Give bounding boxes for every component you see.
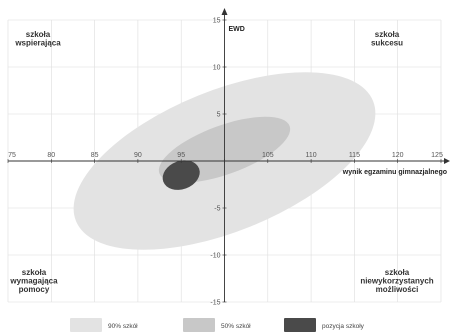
y-tick-label: 10 bbox=[213, 65, 221, 72]
x-tick-label: 95 bbox=[177, 152, 185, 159]
quadrant-label-bottom-right: szkoła niewykorzystanych możliwości bbox=[360, 268, 433, 294]
quadrant-label-line: pomocy bbox=[19, 285, 50, 294]
axes bbox=[7, 8, 450, 303]
quadrant-label-line: szkoła bbox=[22, 268, 47, 277]
legend-label: 50% szkół bbox=[221, 323, 251, 330]
y-axis-title: EWD bbox=[229, 26, 245, 33]
quadrant-label-line: szkoła bbox=[375, 30, 400, 39]
axis-titles: EWD wynik egzaminu gimnazjalnego bbox=[229, 26, 448, 176]
quadrant-label-line: szkoła bbox=[26, 30, 51, 39]
legend-swatch bbox=[183, 318, 215, 332]
y-tick-label: -10 bbox=[210, 253, 220, 260]
y-axis-arrow bbox=[221, 8, 228, 15]
x-tick-label: 115 bbox=[349, 152, 360, 159]
x-tick-label: 90 bbox=[134, 152, 142, 159]
x-tick-label: 120 bbox=[392, 152, 404, 159]
y-tick-label: 15 bbox=[213, 18, 221, 25]
quadrant-label-line: szkoła bbox=[385, 268, 410, 277]
x-tick-label: 80 bbox=[47, 152, 55, 159]
quadrant-label-top-right: szkoła sukcesu bbox=[371, 30, 403, 48]
x-tick-label: 105 bbox=[262, 152, 274, 159]
y-tick-labels: 15 10 5 -5 -10 -15 bbox=[210, 18, 220, 307]
y-tick-label: 5 bbox=[217, 112, 221, 119]
x-tick-label: 125 bbox=[431, 152, 443, 159]
x-tick-label: 75 bbox=[8, 152, 16, 159]
x-axis-title: wynik egzaminu gimnazjalnego bbox=[342, 169, 447, 176]
y-tick-label: -5 bbox=[214, 206, 220, 213]
quadrant-label-line: wymagająca bbox=[9, 277, 58, 286]
quadrant-label-top-left: szkoła wspierająca bbox=[14, 30, 61, 48]
legend: 90% szkół 50% szkół pozycja szkoły bbox=[70, 318, 365, 332]
quadrant-label-line: wspierająca bbox=[14, 39, 61, 48]
legend-label: pozycja szkoły bbox=[322, 323, 365, 330]
quadrant-label-line: niewykorzystanych bbox=[360, 277, 433, 286]
quadrant-label-bottom-left: szkoła wymagająca pomocy bbox=[9, 268, 58, 294]
legend-label: 90% szkół bbox=[108, 323, 138, 330]
quadrant-label-line: możliwości bbox=[376, 285, 419, 294]
x-tick-labels: 75 80 85 90 95 105 110 115 120 125 bbox=[8, 152, 443, 159]
legend-swatch bbox=[284, 318, 316, 332]
area-school-position bbox=[162, 160, 200, 190]
quadrant-label-line: sukcesu bbox=[371, 39, 403, 48]
x-axis-arrow bbox=[444, 158, 450, 164]
x-tick-label: 85 bbox=[91, 152, 99, 159]
x-tick-label: 110 bbox=[306, 152, 317, 159]
legend-swatch bbox=[70, 318, 102, 332]
y-tick-label: -15 bbox=[210, 300, 220, 307]
